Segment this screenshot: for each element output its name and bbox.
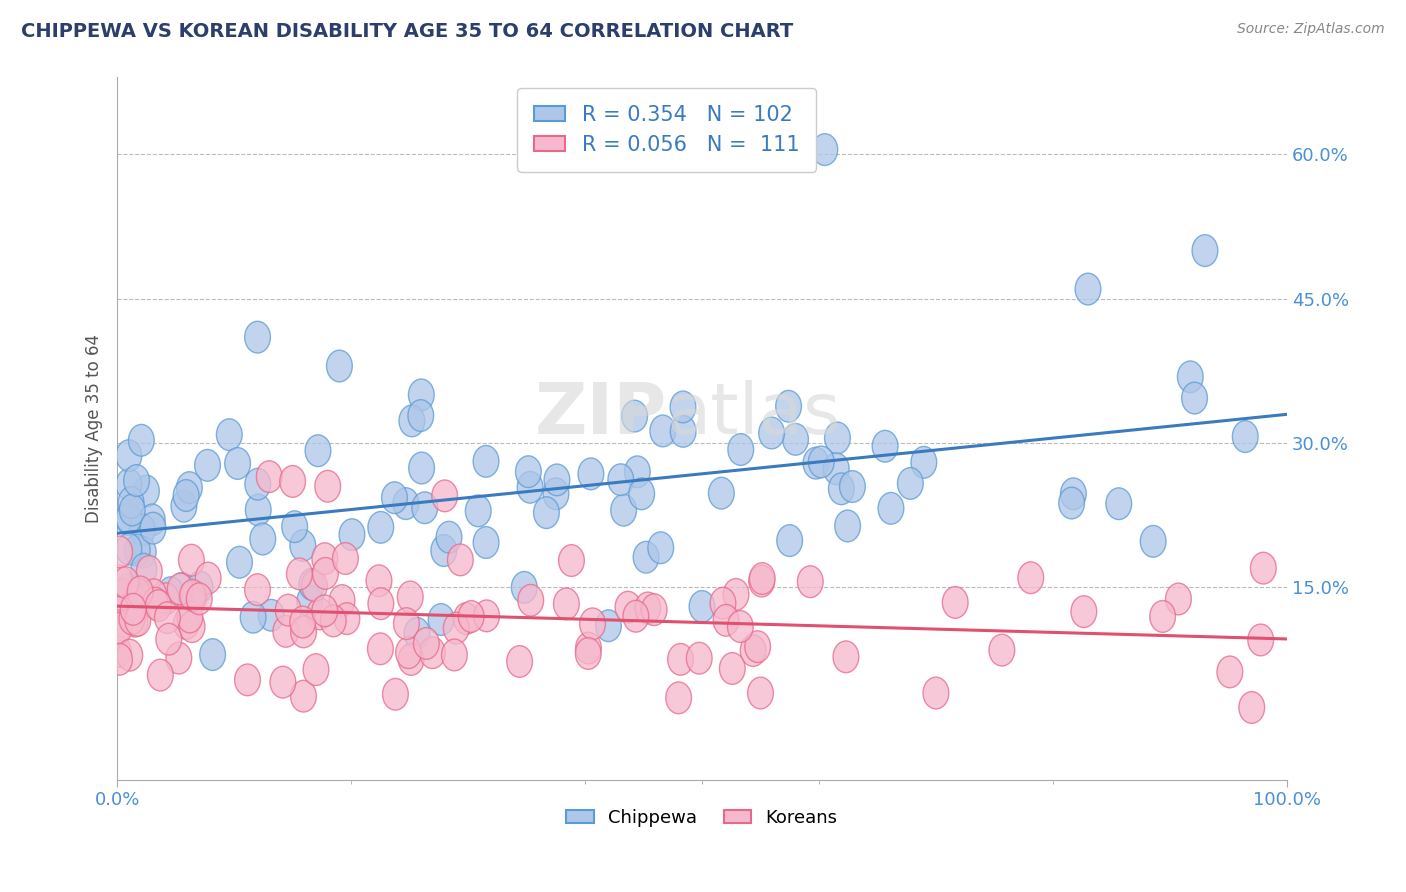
Text: Source: ZipAtlas.com: Source: ZipAtlas.com <box>1237 22 1385 37</box>
Text: ZIP: ZIP <box>534 380 666 449</box>
Text: atlas: atlas <box>666 380 841 449</box>
Y-axis label: Disability Age 35 to 64: Disability Age 35 to 64 <box>86 334 103 523</box>
Legend: Chippewa, Koreans: Chippewa, Koreans <box>560 801 845 834</box>
Text: CHIPPEWA VS KOREAN DISABILITY AGE 35 TO 64 CORRELATION CHART: CHIPPEWA VS KOREAN DISABILITY AGE 35 TO … <box>21 22 793 41</box>
